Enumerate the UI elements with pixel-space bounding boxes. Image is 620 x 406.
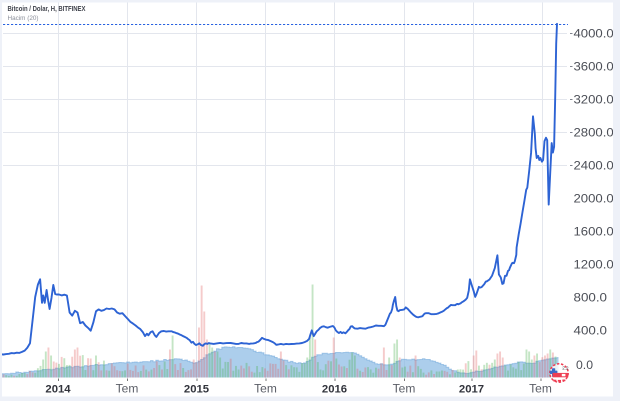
svg-text:400.0: 400.0	[574, 323, 608, 337]
svg-text:2016: 2016	[322, 384, 347, 396]
svg-text:2.2: 2.2	[562, 366, 569, 371]
svg-text:2400.0: 2400.0	[574, 158, 615, 172]
svg-text:1200.0: 1200.0	[574, 257, 615, 271]
svg-text:Tem: Tem	[393, 382, 416, 396]
svg-text:Hacim (20): Hacim (20)	[8, 15, 39, 22]
svg-text:3200.0: 3200.0	[574, 92, 615, 106]
svg-text:4000.0: 4000.0	[574, 26, 615, 40]
svg-text:Tem: Tem	[254, 382, 277, 396]
svg-text:3600.0: 3600.0	[574, 59, 615, 73]
svg-text:Bitcoin / Dolar, H, BITFINEX: Bitcoin / Dolar, H, BITFINEX	[8, 4, 86, 13]
svg-text:800.0: 800.0	[574, 290, 608, 304]
svg-text:2000.0: 2000.0	[574, 191, 615, 205]
svg-text:2014: 2014	[45, 384, 71, 396]
svg-text:Tem: Tem	[529, 382, 552, 396]
svg-text:1600.0: 1600.0	[574, 224, 615, 238]
svg-text:Tem: Tem	[116, 382, 139, 396]
svg-text:2015: 2015	[184, 384, 209, 396]
svg-text:0.0: 0.0	[576, 358, 593, 372]
svg-text:2017: 2017	[459, 384, 484, 396]
svg-text:2800.0: 2800.0	[574, 125, 615, 139]
